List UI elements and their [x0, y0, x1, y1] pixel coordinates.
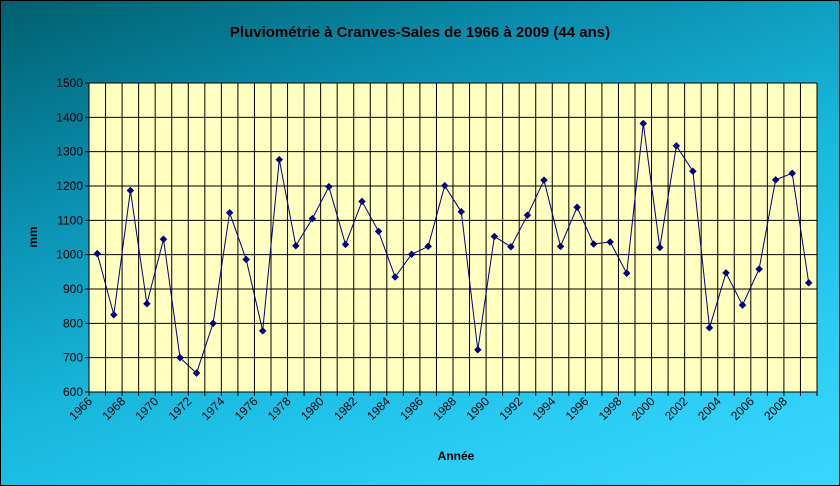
x-tick-label: 1996: [563, 394, 592, 423]
data-point: [705, 323, 714, 332]
data-point: [523, 211, 532, 220]
x-tick-label: 1974: [199, 394, 228, 423]
data-point: [176, 353, 184, 362]
data-point: [291, 241, 300, 250]
x-tick-label: 2004: [695, 394, 724, 423]
data-point: [192, 369, 201, 377]
data-point: [93, 249, 102, 258]
data-point: [325, 182, 333, 191]
x-tick-label: 2000: [629, 394, 658, 423]
y-tick-label: 800: [63, 316, 83, 330]
x-tick-label: 1998: [596, 394, 625, 423]
x-tick-label: 2002: [662, 394, 691, 423]
data-point: [490, 232, 499, 241]
x-axis-title: Année: [438, 449, 475, 463]
x-tick-label: 1982: [331, 394, 360, 423]
data-point: [738, 301, 747, 309]
chart-title: Pluviométrie à Cranves-Sales de 1966 à 2…: [230, 24, 610, 41]
data-point: [689, 167, 697, 176]
data-point: [788, 169, 797, 178]
x-tick-label: 1976: [232, 394, 261, 423]
data-point: [622, 269, 631, 278]
y-tick-label: 1100: [57, 213, 83, 227]
data-point: [159, 235, 168, 244]
data-point: [209, 319, 217, 328]
y-tick-label: 1300: [56, 145, 83, 159]
y-axis-title: mm: [26, 226, 40, 247]
data-point: [126, 186, 135, 195]
x-tick-label: 1984: [364, 394, 393, 423]
data-point: [639, 119, 648, 128]
x-axis-ticks: 1966 1968 1970 1972 1974 1976 1978 1980 1982 1984…: [66, 392, 818, 423]
data-point: [308, 214, 317, 223]
data-point: [457, 207, 466, 216]
data-point: [507, 242, 515, 251]
x-tick-label: 1980: [298, 394, 327, 423]
data-point: [258, 327, 267, 335]
x-tick-label: 2006: [728, 394, 757, 423]
y-tick-label: 700: [63, 351, 83, 365]
y-tick-label: 1400: [56, 110, 83, 124]
data-point: [556, 242, 565, 251]
x-tick-label: 2008: [761, 394, 790, 423]
data-point: [473, 345, 482, 354]
x-tick-label: 1988: [430, 394, 459, 423]
data-point: [424, 242, 433, 251]
data-point: [771, 175, 780, 184]
data-point: [440, 181, 449, 190]
y-axis-ticks: 600 700 800 900 1000 1100 1200 1300 1400 1500: [56, 76, 89, 399]
data-point: [143, 299, 151, 308]
data-point: [755, 265, 763, 273]
x-tick-label: 1990: [463, 394, 492, 423]
data-point: [722, 269, 730, 277]
x-tick-label: 1970: [133, 394, 162, 423]
data-point: [804, 278, 813, 287]
y-tick-label: 600: [63, 385, 83, 399]
data-point: [341, 240, 350, 249]
data-point: [374, 227, 383, 236]
x-tick-label: 1978: [265, 394, 294, 423]
data-point: [407, 250, 416, 259]
x-tick-label: 1972: [166, 394, 195, 423]
data-point: [672, 141, 681, 150]
data-point: [109, 310, 118, 319]
data-point: [391, 273, 399, 281]
data-point: [540, 176, 548, 185]
x-tick-label: 1986: [397, 394, 426, 423]
x-tick-label: 1968: [99, 394, 128, 423]
data-point: [589, 240, 598, 248]
x-tick-label: 1992: [497, 394, 526, 423]
data-point: [225, 208, 234, 217]
y-tick-label: 900: [63, 282, 83, 296]
x-tick-label: 1994: [530, 394, 559, 423]
data-point: [606, 238, 615, 246]
data-point: [358, 197, 366, 206]
data-point: [275, 155, 284, 164]
axes: [85, 83, 817, 396]
y-tick-label: 1000: [56, 248, 83, 262]
data-point: [655, 243, 664, 252]
data-point: [242, 255, 251, 264]
series-line: [96, 123, 810, 374]
y-tick-label: 1200: [56, 179, 83, 193]
data-point: [573, 203, 581, 212]
series: [93, 119, 813, 377]
y-tick-label: 1500: [56, 76, 83, 90]
